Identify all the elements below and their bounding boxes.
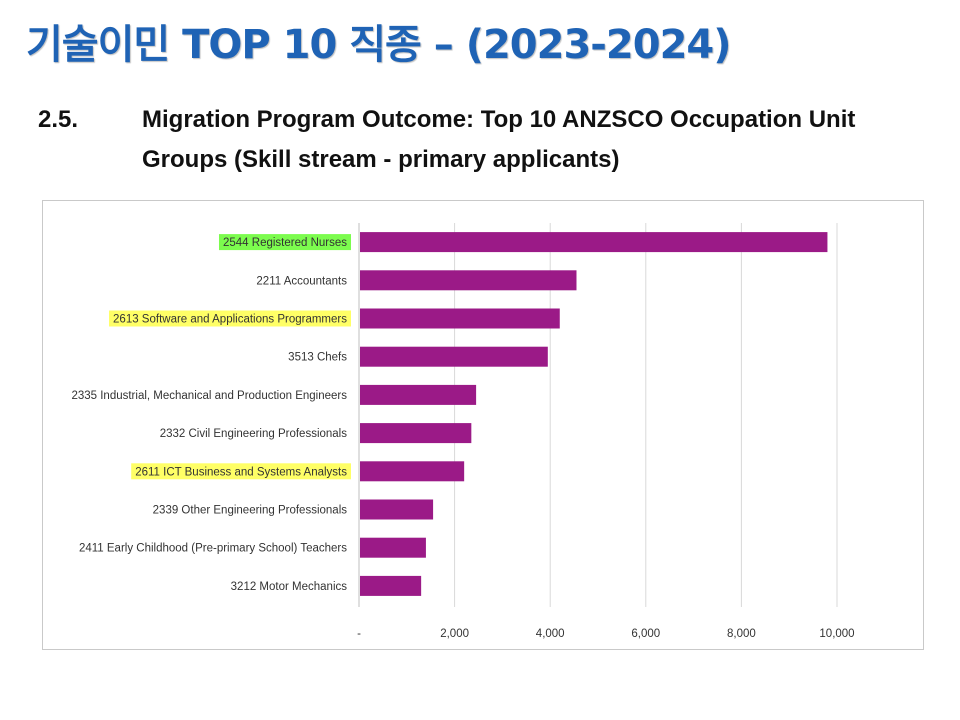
bar bbox=[360, 423, 472, 444]
bar bbox=[360, 461, 465, 482]
category-label: 2332 Civil Engineering Professionals bbox=[160, 428, 348, 440]
category-label: 2335 Industrial, Mechanical and Producti… bbox=[71, 390, 347, 402]
label-highlight-yellow bbox=[109, 310, 351, 327]
bar bbox=[360, 499, 434, 520]
category-label: 2613 Software and Applications Programme… bbox=[113, 314, 347, 326]
tick-layer: - 2,000 4,000 6,000 8,000 10,000 bbox=[357, 628, 855, 640]
x-tick-label: - bbox=[357, 628, 361, 640]
bar bbox=[360, 537, 426, 558]
label-highlight-yellow bbox=[131, 463, 351, 480]
label-highlight-green bbox=[218, 234, 351, 251]
highlight-layer bbox=[109, 234, 351, 480]
bar bbox=[360, 232, 828, 253]
slide-title: 기술이민 TOP 10 직종 – (2023-2024) bbox=[26, 22, 732, 68]
x-tick-label: 8,000 bbox=[727, 628, 756, 640]
bar bbox=[360, 575, 422, 596]
category-label: 2411 Early Childhood (Pre-primary School… bbox=[79, 543, 347, 555]
category-label: 2611 ICT Business and Systems Analysts bbox=[135, 466, 347, 478]
bar bbox=[360, 384, 477, 405]
x-tick-label: 4,000 bbox=[536, 628, 565, 640]
bar-layer bbox=[360, 232, 828, 596]
label-layer: 2544 Registered Nurses 2211 Accountants 26… bbox=[71, 237, 347, 593]
section-heading: Migration Program Outcome: Top 10 ANZSCO… bbox=[142, 106, 856, 173]
x-tick-label: 2,000 bbox=[440, 628, 469, 640]
bar bbox=[360, 270, 577, 291]
category-label: 2211 Accountants bbox=[256, 275, 347, 287]
x-tick-label: 6,000 bbox=[631, 628, 660, 640]
x-tick-label: 10,000 bbox=[819, 628, 854, 640]
section-number: 2.5. bbox=[38, 106, 79, 133]
chart-frame: 2544 Registered Nurses 2211 Accountants 26… bbox=[42, 200, 924, 650]
category-label: 2544 Registered Nurses bbox=[223, 237, 347, 249]
category-label: 3513 Chefs bbox=[288, 352, 347, 364]
bar bbox=[360, 346, 548, 367]
bar-chart: 2544 Registered Nurses 2211 Accountants 26… bbox=[71, 223, 855, 640]
category-label: 3212 Motor Mechanics bbox=[231, 581, 348, 593]
category-label: 2339 Other Engineering Professionals bbox=[153, 505, 348, 517]
bar bbox=[360, 308, 560, 329]
